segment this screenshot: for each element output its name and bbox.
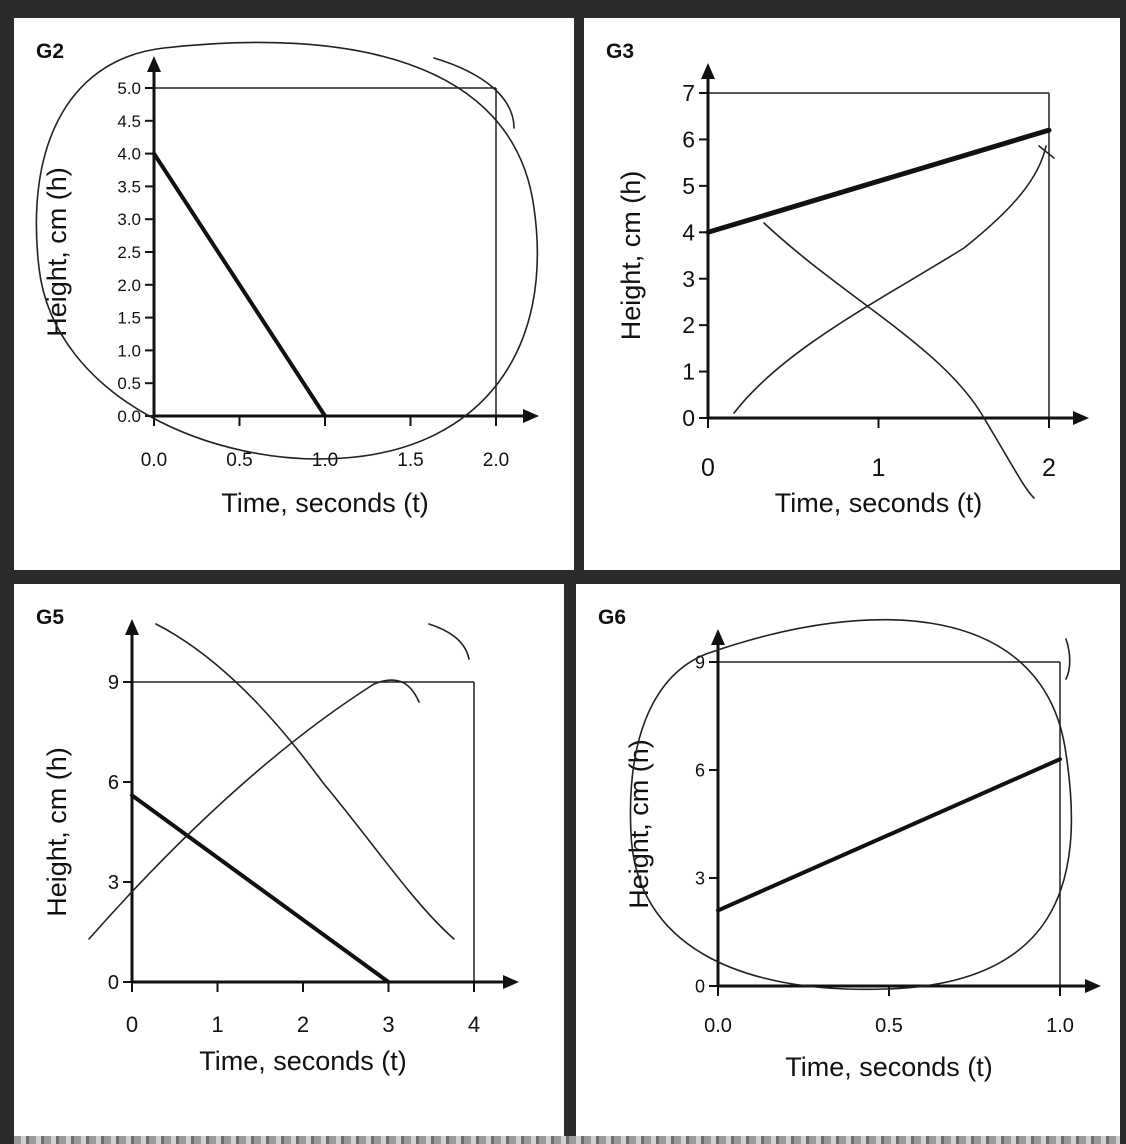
x-tick-label: 0.5: [875, 1015, 903, 1037]
pen-curve-up: [733, 145, 1047, 414]
data-line: [705, 127, 1052, 235]
chart-title: G5: [36, 606, 65, 629]
y-tick-label: 3: [695, 868, 705, 888]
data-line: [152, 151, 327, 418]
pen-stroke: [1065, 638, 1071, 680]
y-tick-label: 3.5: [117, 177, 141, 196]
x-axis-arrow: [1085, 979, 1101, 993]
y-tick-label: 7: [682, 80, 695, 106]
y-tick-label: 1.5: [117, 309, 141, 328]
x-axis-label: Time, seconds (t): [221, 488, 429, 518]
y-tick-label: 2.0: [117, 276, 141, 295]
x-tick-label: 1.0: [312, 450, 338, 471]
data-line: [716, 757, 1062, 913]
y-tick-label: 2: [682, 312, 695, 338]
y-tick-label: 3.0: [117, 210, 141, 229]
y-tick-label: 0.0: [117, 407, 141, 426]
y-tick-label: 3: [682, 266, 695, 292]
y-axis-label: Height, cm (h): [616, 171, 646, 341]
y-tick-label: 1: [682, 359, 695, 385]
pen-stroke: [1038, 145, 1055, 159]
x-tick-label: 2.0: [483, 450, 509, 471]
pen-curve-down: [763, 222, 1035, 499]
y-tick-label: 4: [682, 219, 695, 245]
scan-edge-strip: [14, 1136, 1120, 1144]
y-tick-label: 0: [108, 972, 119, 994]
y-tick-label: 0.5: [117, 374, 141, 393]
pen-circle: [35, 41, 539, 460]
chart-title: G6: [598, 606, 627, 629]
chart-panel-g6: G6 0 3 6 9 0.0 0.5 1.0 Time, seconds (t) Height,…: [576, 584, 1120, 1136]
chart-panel-g2: G2 0.0 0.5 1.0 1.5 2.0 2.5 3.0 3.5 4.0 4.5 5.0 0.0 0…: [14, 18, 574, 570]
pen-stroke: [428, 623, 470, 660]
y-tick-label: 5.0: [117, 79, 141, 98]
y-axis-arrow: [125, 619, 139, 635]
data-line: [130, 793, 391, 984]
pen-curve-down: [155, 623, 455, 940]
y-axis-label: Height, cm (h): [42, 167, 72, 337]
x-tick-label: 1.0: [1046, 1015, 1074, 1037]
x-tick-label: 2: [297, 1012, 309, 1037]
y-tick-label: 6: [108, 772, 119, 794]
y-tick-label: 9: [695, 652, 705, 672]
x-tick-label: 1.5: [397, 450, 423, 471]
x-axis-label: Time, seconds (t): [775, 488, 983, 518]
x-axis-arrow: [1073, 411, 1089, 425]
y-tick-label: 1.0: [117, 341, 141, 360]
x-tick-label: 0.0: [141, 450, 167, 471]
x-tick-label: 2: [1042, 454, 1056, 482]
x-tick-label: 0: [126, 1012, 138, 1037]
x-axis-label: Time, seconds (t): [199, 1046, 407, 1076]
y-tick-label: 2.5: [117, 243, 141, 262]
x-tick-label: 4: [468, 1012, 480, 1037]
x-tick-label: 3: [382, 1012, 394, 1037]
y-axis-label: Height, cm (h): [624, 739, 654, 909]
y-tick-label: 6: [682, 126, 695, 152]
y-tick-label: 4.5: [117, 112, 141, 131]
x-tick-label: 0: [701, 454, 715, 482]
chart-svg: 0 1 2 3 4 5 6 7 0 1 2 Time, seconds (t) Height, cm (…: [616, 63, 1089, 518]
chart-title: G2: [36, 40, 65, 63]
x-tick-label: 1: [211, 1012, 223, 1037]
x-axis-label: Time, seconds (t): [785, 1052, 993, 1082]
y-tick-label: 0: [695, 976, 705, 996]
x-axis-arrow: [503, 975, 519, 989]
y-tick-label: 5: [682, 173, 695, 199]
chart-svg: 0.0 0.5 1.0 1.5 2.0 2.5 3.0 3.5 4.0 4.5 5.0 0.0 0.5 1…: [35, 41, 539, 518]
chart-panel-g3: G3 0 1 2 3 4 5 6 7 0 1 2 Time, seconds (t) Height, c…: [584, 18, 1120, 570]
pen-circle: [629, 618, 1073, 991]
y-tick-label: 4.0: [117, 145, 141, 164]
pen-curve-up: [88, 679, 420, 940]
y-tick-label: 6: [695, 760, 705, 780]
x-tick-label: 0.0: [704, 1015, 732, 1037]
y-tick-label: 0: [682, 405, 695, 431]
chart-svg: 0 3 6 9 0.0 0.5 1.0 Time, seconds (t) Height, cm…: [624, 618, 1101, 1082]
chart-svg: 0 3 6 9 0 1 2 3 4 Time, seconds (t) Height, cm (h): [42, 619, 519, 1076]
y-axis-arrow: [711, 629, 725, 645]
y-axis-arrow: [701, 63, 715, 79]
x-axis-arrow: [523, 409, 539, 423]
y-axis-label: Height, cm (h): [42, 747, 72, 917]
x-tick-label: 1: [872, 454, 886, 482]
y-tick-label: 3: [108, 872, 119, 894]
chart-title: G3: [606, 40, 635, 63]
pen-stroke: [433, 57, 515, 129]
x-tick-label: 0.5: [226, 450, 252, 471]
chart-panel-g5: G5 0 3 6 9 0 1 2 3 4 Time, seconds (t) Height, cm …: [14, 584, 564, 1136]
y-tick-label: 9: [108, 672, 119, 694]
y-axis-arrow: [147, 56, 161, 72]
